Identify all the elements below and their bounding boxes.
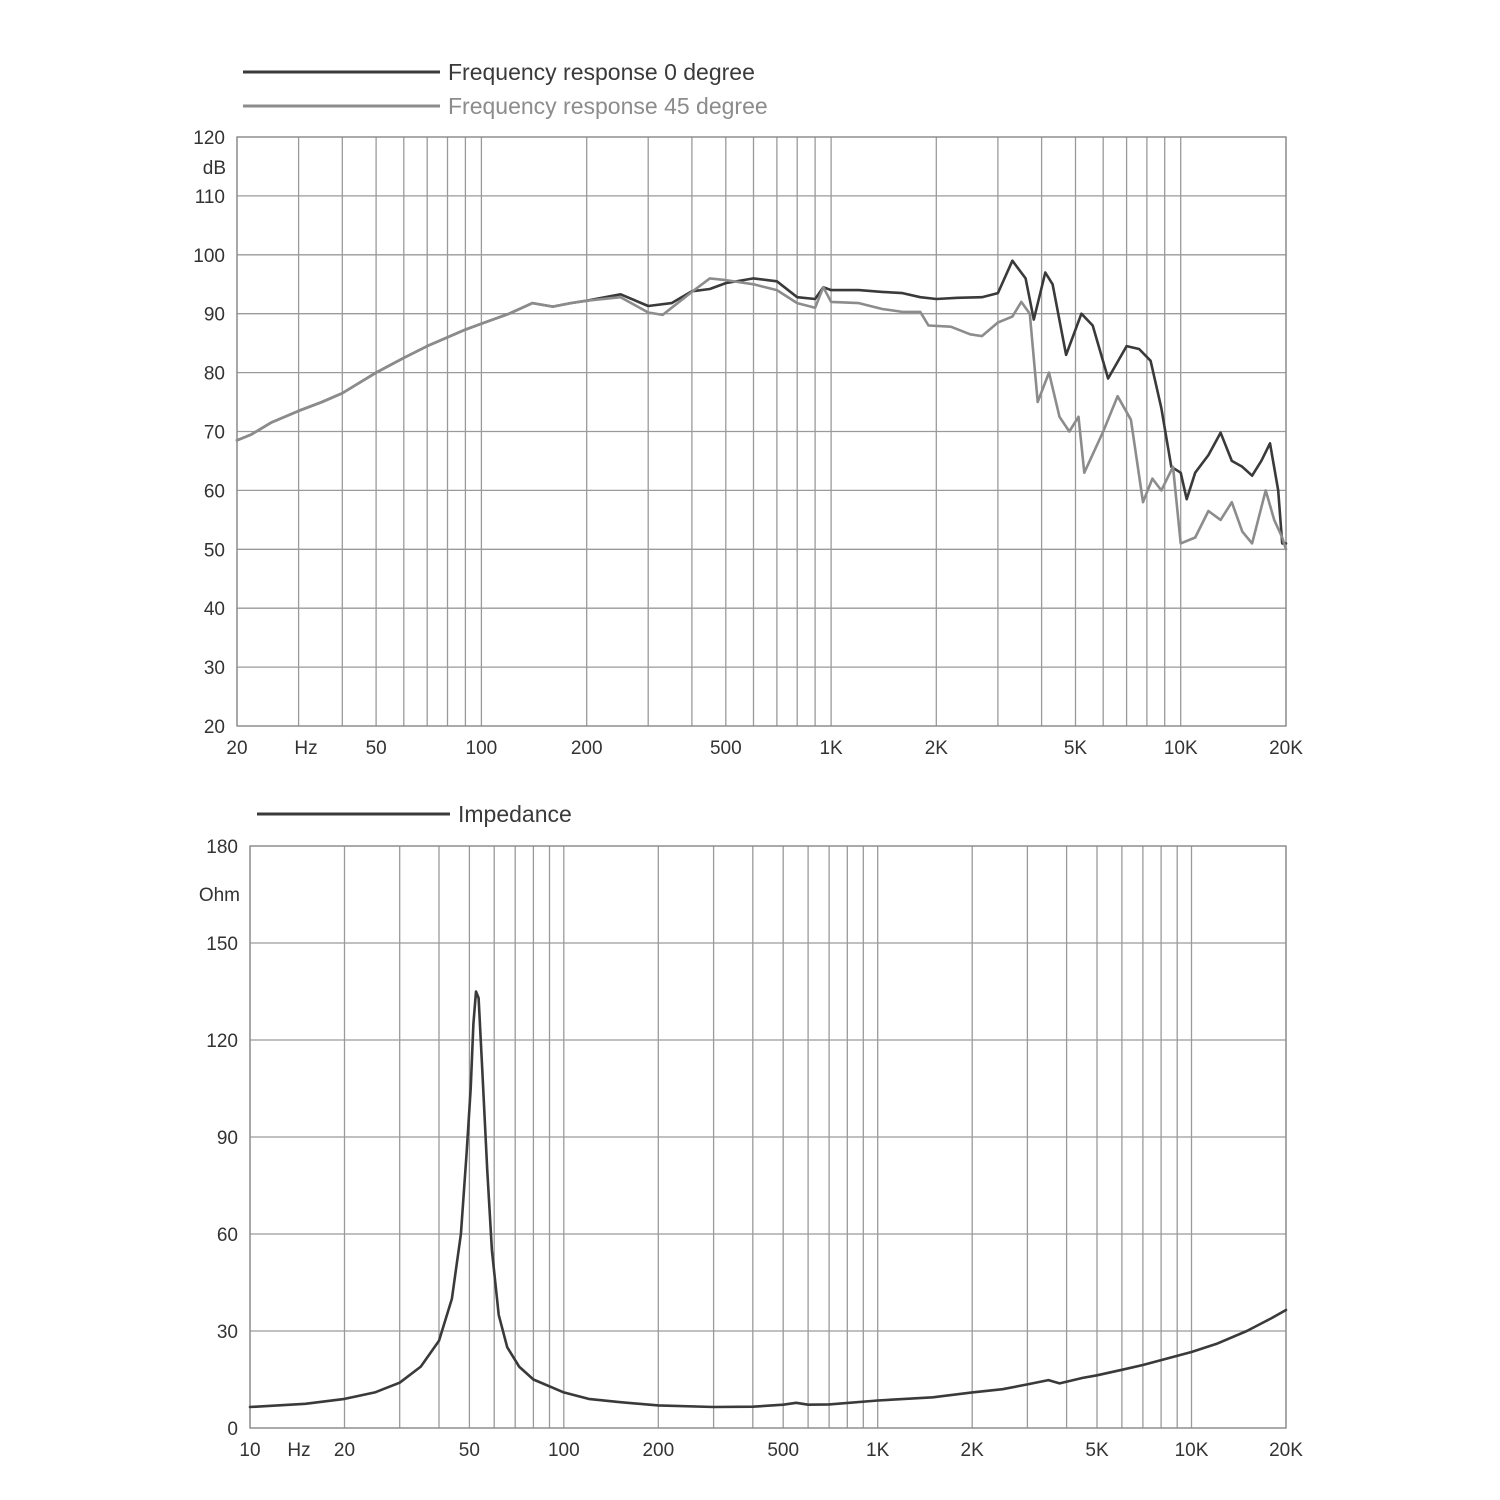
x-tick-label: 200: [642, 1440, 674, 1461]
grid: [236, 136, 1287, 727]
x-tick-label: 2K: [961, 1440, 985, 1461]
y-tick-label: 70: [204, 423, 225, 444]
y-tick-label: 120: [193, 128, 225, 149]
x-tick-label: 10K: [1164, 738, 1198, 759]
y-tick-label: 50: [204, 540, 225, 561]
y-tick-label: 80: [204, 364, 225, 385]
x-tick-label: 20K: [1269, 738, 1303, 759]
x-axis-unit-label: Hz: [294, 738, 317, 759]
legend-label-0: Frequency response 0 degree: [448, 59, 755, 85]
y-tick-label: 90: [204, 305, 225, 326]
legend-label-0: Impedance: [458, 801, 572, 827]
plot-frame: [249, 845, 1287, 1429]
x-tick-label: 20: [334, 1440, 355, 1461]
y-tick-label: 150: [206, 934, 238, 955]
y-tick-label: 180: [206, 837, 238, 858]
y-tick-label: 120: [206, 1031, 238, 1052]
series-line-0: [235, 259, 1288, 545]
x-tick-label: 500: [767, 1440, 799, 1461]
y-tick-label: 90: [217, 1128, 238, 1149]
y-axis-unit-label: Ohm: [199, 885, 240, 906]
y-tick-label: 60: [204, 481, 225, 502]
x-tick-label: 100: [466, 738, 498, 759]
x-tick-label: 1K: [819, 738, 843, 759]
x-tick-label: 1K: [866, 1440, 890, 1461]
y-tick-label: 0: [227, 1419, 238, 1440]
y-tick-label: 20: [204, 717, 225, 738]
series-line-1: [235, 277, 1288, 551]
y-tick-label: 60: [217, 1225, 238, 1246]
x-tick-label: 10: [239, 1440, 260, 1461]
y-tick-label: 30: [204, 658, 225, 679]
x-tick-label: 50: [366, 738, 387, 759]
x-tick-label: 5K: [1085, 1440, 1109, 1461]
x-tick-label: 100: [548, 1440, 580, 1461]
y-axis-unit-label: dB: [203, 158, 226, 179]
x-tick-label: 5K: [1064, 738, 1088, 759]
x-axis-unit-label: Hz: [287, 1440, 310, 1461]
x-tick-label: 2K: [925, 738, 949, 759]
plot-frame: [236, 136, 1287, 727]
impedance-chart: 180 150 120 90 60 30 0 Ohm 10 20 50 100 200 500 1K 2K 5K…: [199, 801, 1303, 1461]
x-tick-label: 20K: [1269, 1440, 1303, 1461]
frequency-response-chart: 120 110 100 90 80 70 60 50 40 30 20 dB 20 50 100 200 500…: [193, 59, 1303, 759]
x-tick-label: 20: [226, 738, 247, 759]
y-tick-label: 100: [193, 246, 225, 267]
series-line-0: [248, 990, 1288, 1409]
legend-label-1: Frequency response 45 degree: [448, 93, 768, 119]
grid: [249, 845, 1287, 1429]
y-tick-label: 30: [217, 1322, 238, 1343]
y-tick-label: 110: [195, 187, 225, 208]
x-tick-label: 500: [710, 738, 742, 759]
y-tick-label: 40: [204, 599, 225, 620]
x-tick-label: 200: [571, 738, 603, 759]
x-tick-label: 10K: [1175, 1440, 1209, 1461]
x-tick-label: 50: [459, 1440, 480, 1461]
